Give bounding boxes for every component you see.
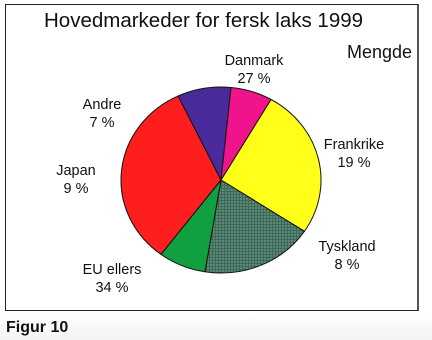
- slice-value: 34 %: [95, 280, 129, 296]
- pie-slice-frankrike: [204, 179, 306, 274]
- slice-value: 7 %: [89, 115, 115, 131]
- pie-slice-andre: [220, 86, 272, 181]
- slice-value: 27 %: [237, 71, 271, 87]
- slice-name: EU ellers: [82, 262, 142, 278]
- slice-label-eu-ellers: EU ellers 34 %: [83, 261, 142, 297]
- slice-name: Danmark: [224, 53, 284, 69]
- figure-caption: Figur 10: [6, 319, 69, 336]
- slice-label-frankrike: Frankrike 19 %: [324, 136, 384, 172]
- chart-subtitle: Mengde: [347, 42, 413, 62]
- slice-value: 9 %: [63, 181, 89, 197]
- slice-value: 8 %: [334, 257, 360, 273]
- slice-name: Frankrike: [323, 137, 385, 153]
- slice-label-andre: Andre 7 %: [83, 96, 122, 132]
- pie-slice-eu-ellers: [120, 95, 222, 256]
- slice-name: Japan: [56, 163, 96, 179]
- slice-name: Tyskland: [318, 239, 376, 255]
- pie-slice-danmark: [220, 98, 322, 232]
- slice-label-danmark: Danmark 27 %: [225, 52, 284, 88]
- slice-name: Andre: [82, 97, 122, 113]
- chart-title: Hovedmarkeder for fersk laks 1999: [44, 9, 364, 32]
- slice-value: 19 %: [337, 155, 371, 171]
- slice-label-tyskland: Tyskland 8 %: [318, 238, 375, 274]
- page-background: [0, 312, 432, 340]
- slice-label-japan: Japan 9 %: [56, 162, 96, 198]
